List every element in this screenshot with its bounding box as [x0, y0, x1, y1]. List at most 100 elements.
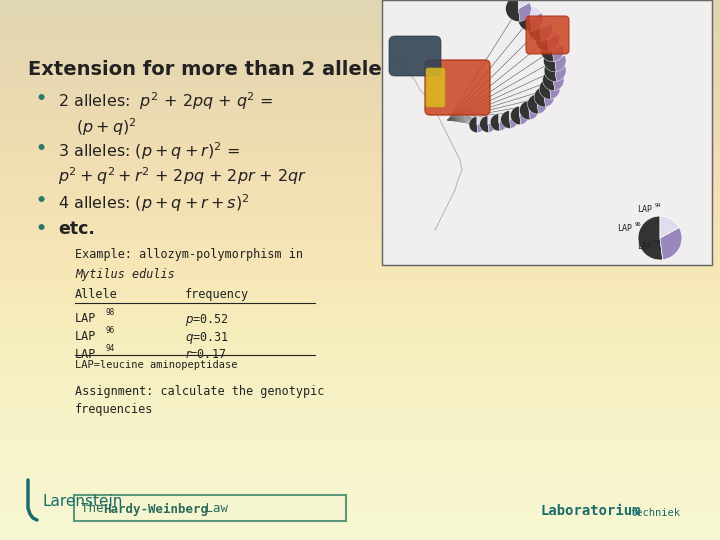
Text: 96: 96 [105, 326, 114, 335]
Text: Larenstein: Larenstein [42, 495, 122, 510]
Wedge shape [555, 55, 566, 72]
Wedge shape [554, 75, 564, 91]
Text: •: • [35, 192, 46, 210]
Text: Law: Law [198, 503, 228, 516]
Wedge shape [536, 28, 549, 51]
Text: Allele: Allele [75, 288, 118, 301]
Text: $(p + q)^2$: $(p + q)^2$ [76, 116, 137, 138]
Wedge shape [477, 121, 485, 133]
Text: LAP: LAP [637, 205, 652, 214]
Wedge shape [660, 216, 679, 238]
Wedge shape [540, 23, 552, 41]
Wedge shape [638, 216, 662, 260]
Text: $r$=0.17: $r$=0.17 [185, 348, 226, 361]
Wedge shape [544, 59, 557, 82]
Text: Assignment: calculate the genotypic: Assignment: calculate the genotypic [75, 385, 325, 398]
Wedge shape [520, 101, 530, 120]
Wedge shape [520, 106, 528, 116]
Wedge shape [539, 78, 551, 99]
Wedge shape [531, 13, 543, 31]
Wedge shape [554, 69, 563, 80]
Wedge shape [528, 94, 539, 114]
Text: LAP: LAP [637, 242, 652, 251]
Wedge shape [499, 118, 508, 131]
FancyBboxPatch shape [526, 16, 569, 54]
Wedge shape [477, 117, 484, 125]
Text: $p^2 + q^2 + r^2$ + 2$pq$ + 2$pr$ + 2$qr$: $p^2 + q^2 + r^2$ + 2$pq$ + 2$pr$ + 2$qr… [58, 165, 307, 187]
Wedge shape [518, 6, 532, 31]
Wedge shape [549, 78, 559, 89]
Wedge shape [543, 69, 554, 91]
Wedge shape [518, 0, 530, 9]
Text: frequencies: frequencies [75, 403, 153, 416]
Wedge shape [549, 84, 560, 99]
Text: 94: 94 [655, 203, 662, 208]
Wedge shape [520, 111, 529, 125]
Text: 98: 98 [105, 308, 114, 317]
Text: The: The [81, 503, 111, 516]
Text: techniek: techniek [630, 508, 680, 518]
Wedge shape [544, 49, 557, 72]
Text: 94: 94 [105, 344, 114, 353]
Wedge shape [480, 116, 489, 132]
Text: •: • [35, 90, 46, 108]
Text: Example: allozym-polymorphism in: Example: allozym-polymorphism in [75, 248, 303, 261]
Wedge shape [552, 44, 564, 62]
Wedge shape [490, 114, 500, 131]
Wedge shape [500, 111, 510, 129]
Wedge shape [510, 111, 518, 119]
Text: •: • [35, 140, 46, 158]
Wedge shape [660, 227, 682, 260]
Text: Extension for more than 2 alleles.: Extension for more than 2 alleles. [28, 60, 400, 79]
Text: $p$=0.52: $p$=0.52 [185, 312, 229, 328]
Text: 2 alleles:  $p^2$ + 2$pq$ + $q^2$ =: 2 alleles: $p^2$ + 2$pq$ + $q^2$ = [58, 90, 274, 112]
Wedge shape [544, 87, 553, 97]
FancyBboxPatch shape [389, 36, 441, 76]
Wedge shape [529, 101, 537, 110]
Bar [382, 0, 712, 265]
Text: 4 alleles: $(p + q + r + s)^2$: 4 alleles: $(p + q + r + s)^2$ [58, 192, 250, 214]
Wedge shape [552, 38, 562, 50]
Text: LAP: LAP [75, 348, 96, 361]
FancyBboxPatch shape [74, 495, 346, 521]
Text: LAP: LAP [617, 224, 632, 233]
Text: LAP: LAP [75, 312, 96, 325]
Wedge shape [528, 17, 541, 41]
Wedge shape [518, 3, 531, 22]
Wedge shape [547, 34, 559, 51]
Wedge shape [555, 59, 564, 70]
Wedge shape [534, 87, 546, 107]
FancyBboxPatch shape [425, 60, 490, 115]
Text: etc.: etc. [58, 220, 95, 238]
Wedge shape [541, 38, 554, 62]
Text: LAP=leucine aminopeptidase: LAP=leucine aminopeptidase [75, 360, 238, 370]
Bar [382, 0, 712, 265]
Wedge shape [537, 94, 546, 104]
Text: 96: 96 [635, 222, 642, 227]
Text: 3 alleles: $(p + q + r)^2$ =: 3 alleles: $(p + q + r)^2$ = [58, 140, 240, 161]
Text: Mytilus edulis: Mytilus edulis [75, 268, 175, 281]
Text: •: • [35, 220, 46, 238]
Wedge shape [544, 92, 554, 107]
Wedge shape [488, 120, 496, 132]
Wedge shape [469, 117, 478, 133]
Text: 98: 98 [655, 240, 662, 245]
Wedge shape [547, 28, 558, 39]
Wedge shape [499, 114, 506, 123]
Text: frequency: frequency [185, 288, 249, 301]
Wedge shape [531, 6, 541, 19]
Text: Hardy-Weinberg: Hardy-Weinberg [103, 502, 208, 516]
Text: LAP: LAP [75, 330, 96, 343]
Text: $q$=0.31: $q$=0.31 [185, 330, 229, 346]
Wedge shape [510, 115, 518, 129]
Wedge shape [529, 106, 539, 120]
FancyBboxPatch shape [426, 68, 445, 107]
Wedge shape [537, 99, 547, 114]
Wedge shape [510, 106, 521, 125]
Wedge shape [488, 116, 495, 124]
Wedge shape [505, 0, 520, 22]
Text: Laboratorium: Laboratorium [540, 504, 641, 518]
Wedge shape [555, 49, 564, 60]
Wedge shape [555, 65, 566, 82]
Wedge shape [540, 17, 551, 29]
